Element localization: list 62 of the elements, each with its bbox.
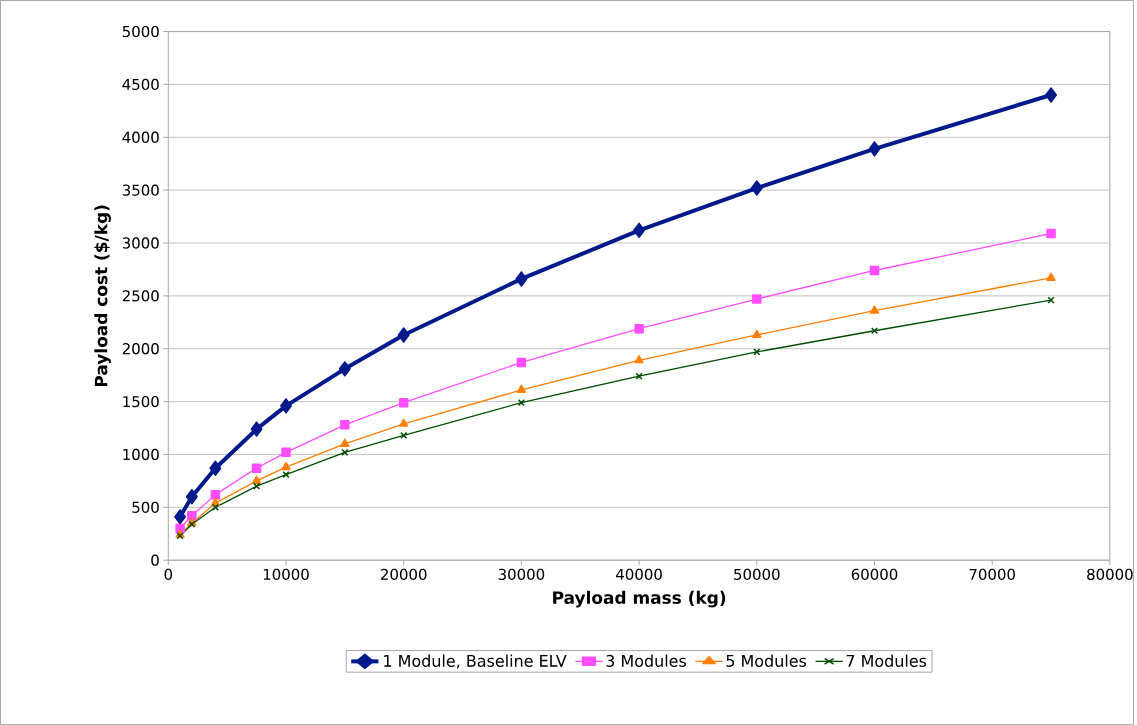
x-tick-label: 70000 bbox=[969, 568, 1015, 580]
legend-label: 1 Module, Baseline ELV bbox=[384, 654, 567, 669]
point bbox=[210, 489, 221, 500]
point bbox=[515, 271, 528, 287]
point bbox=[868, 141, 881, 157]
legend-label: 3 Modules bbox=[606, 654, 687, 667]
legend-label: 5 Modules bbox=[726, 654, 807, 667]
point bbox=[634, 323, 644, 334]
point bbox=[282, 470, 290, 479]
y-tick-label: 5000 bbox=[122, 25, 159, 38]
x-tick-label: 20000 bbox=[381, 568, 427, 580]
y-tick-label: 1500 bbox=[123, 395, 159, 408]
point bbox=[634, 355, 644, 364]
point bbox=[869, 305, 880, 314]
x-axis-title: Payload mass (kg) bbox=[553, 590, 726, 608]
x-tick-label: 40000 bbox=[616, 568, 662, 580]
point bbox=[281, 461, 291, 471]
point bbox=[209, 460, 222, 476]
x-tick-label: 60000 bbox=[851, 568, 898, 580]
point bbox=[397, 327, 410, 343]
y-axis-title: Payload cost ($/kg) bbox=[94, 205, 111, 387]
x-tick-label: 30000 bbox=[498, 568, 545, 580]
point bbox=[340, 420, 350, 430]
point bbox=[251, 463, 262, 473]
y-tick-label: 3500 bbox=[122, 184, 159, 196]
point bbox=[251, 475, 262, 484]
point bbox=[752, 294, 762, 304]
point bbox=[633, 222, 646, 238]
point bbox=[174, 509, 187, 525]
point bbox=[1045, 87, 1058, 103]
x-tick-label: 50000 bbox=[734, 568, 780, 580]
point bbox=[517, 399, 525, 407]
point bbox=[338, 361, 351, 377]
y-tick-label: 4500 bbox=[122, 78, 159, 91]
point bbox=[1046, 228, 1056, 239]
y-tick-label: 4000 bbox=[122, 131, 159, 143]
point bbox=[869, 265, 880, 276]
point bbox=[398, 397, 409, 408]
y-tick-label: 500 bbox=[132, 501, 159, 513]
y-tick-label: 1000 bbox=[123, 448, 159, 461]
point bbox=[175, 523, 185, 534]
point bbox=[516, 384, 527, 393]
point bbox=[280, 398, 292, 414]
point bbox=[281, 447, 291, 458]
point bbox=[750, 180, 763, 196]
y-tick-label: 0 bbox=[151, 554, 159, 566]
point bbox=[340, 438, 350, 447]
x-tick-label: 10000 bbox=[263, 568, 309, 580]
point bbox=[1046, 272, 1056, 281]
point bbox=[187, 510, 197, 521]
legend-label: 7 Modules bbox=[846, 654, 927, 667]
y-tick-label: 2500 bbox=[122, 290, 159, 302]
point bbox=[250, 421, 263, 437]
point bbox=[185, 488, 198, 505]
y-tick-label: 2000 bbox=[122, 343, 159, 355]
y-tick-label: 3000 bbox=[122, 237, 159, 249]
x-tick-label: 0 bbox=[164, 568, 173, 580]
point bbox=[752, 329, 762, 338]
point bbox=[399, 418, 409, 427]
point bbox=[516, 357, 527, 368]
point bbox=[1047, 296, 1055, 304]
x-tick-label: 80000 bbox=[1087, 568, 1133, 580]
